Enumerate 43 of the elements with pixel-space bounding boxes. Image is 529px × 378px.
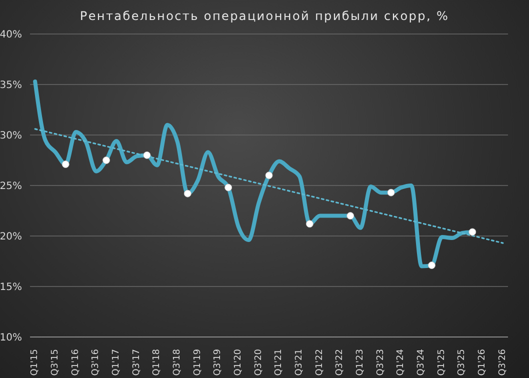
x-tick-label: Q1'25 (436, 349, 447, 376)
point (62, 160, 70, 168)
x-tick-label: Q3'19 (213, 348, 224, 376)
x-tick-label: Q1'15 (30, 349, 40, 376)
x-tick-label: Q1'18 (152, 348, 162, 376)
x-tick-label: Q1'19 (192, 348, 203, 376)
point (306, 220, 314, 228)
y-tick-label: 15% (0, 282, 22, 294)
x-tick-label: Q1'23 (356, 349, 366, 376)
x-tick-label: Q1'26 (478, 348, 488, 376)
x-tick-label: Q1'21 (274, 349, 284, 376)
x-tick-label: Q3'23 (376, 349, 386, 376)
x-tick-label: Q3'21 (294, 349, 305, 376)
x-tick-label: Q1'20 (233, 348, 244, 376)
point (346, 212, 354, 220)
x-tick-label: Q3'20 (254, 348, 264, 376)
x-tick-label: Q1'24 (396, 348, 406, 376)
x-tick-label: Q3'24 (416, 348, 427, 376)
point (428, 262, 436, 270)
x-tick-label: Q3'16 (91, 348, 102, 376)
y-tick-label: 10% (0, 332, 22, 344)
y-tick-label: 30% (0, 130, 22, 142)
y-tick-label: 20% (0, 232, 22, 243)
x-tick-label: Q3'15 (50, 349, 60, 376)
point (143, 151, 151, 159)
point (102, 156, 110, 164)
y-tick-label: 40% (0, 30, 22, 41)
x-tick-label: Q3'25 (457, 349, 468, 376)
chart-title: Рентабельность операционной прибыли скорр, % (78, 9, 450, 23)
x-tick-label: Q1'17 (111, 349, 122, 376)
x-tick-label: Q3'18 (172, 348, 182, 376)
point (265, 172, 273, 180)
x-tick-label: Q1'16 (70, 348, 81, 376)
y-tick-label: 25% (0, 181, 22, 192)
point (224, 184, 232, 192)
x-tick-label: Q1'22 (314, 349, 325, 376)
x-tick-label: Q3'22 (335, 349, 346, 376)
point (184, 190, 192, 198)
x-tick-label: Q3'17 (132, 349, 142, 376)
y-tick-label: 35% (0, 80, 22, 92)
x-tick-label: Q3'26 (498, 348, 508, 376)
point (387, 188, 395, 196)
point (468, 228, 476, 236)
